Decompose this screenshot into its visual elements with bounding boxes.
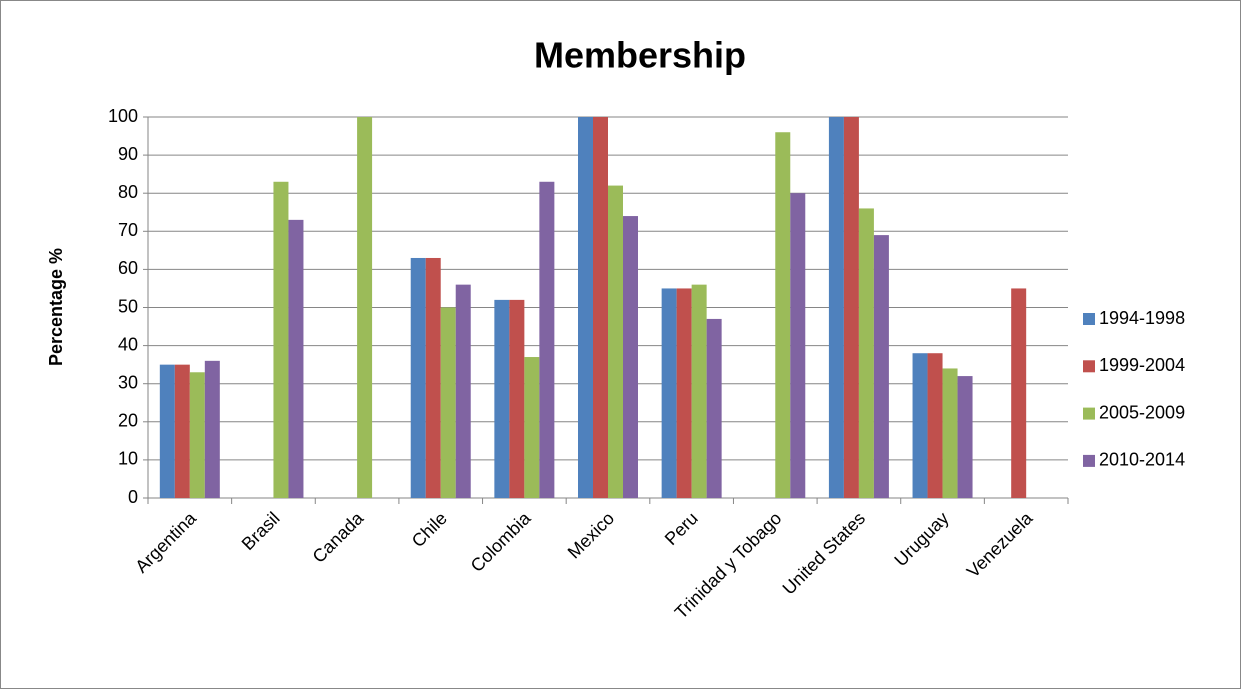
- bar: [410, 257, 426, 498]
- bar: [858, 208, 874, 498]
- bar: [455, 284, 471, 498]
- y-tick-label: 100: [108, 106, 138, 126]
- y-tick-label: 30: [118, 372, 138, 392]
- bar: [942, 368, 958, 498]
- legend-swatch: [1083, 360, 1095, 373]
- bar: [676, 288, 692, 498]
- y-tick-label: 20: [118, 411, 138, 431]
- bar: [578, 117, 593, 498]
- legend-label: 1994-1998: [1099, 308, 1185, 328]
- bar: [608, 185, 623, 498]
- y-axis-title: Percentage %: [46, 248, 66, 366]
- y-tick-label: 70: [118, 220, 138, 240]
- bar: [357, 117, 373, 498]
- bar: [159, 364, 175, 498]
- bar: [927, 353, 943, 498]
- bar: [593, 117, 608, 498]
- bar: [691, 284, 707, 498]
- bar: [828, 117, 844, 498]
- bar: [1011, 288, 1027, 498]
- bar: [843, 117, 859, 498]
- bar: [912, 353, 928, 498]
- y-tick-label: 80: [118, 182, 138, 202]
- legend-label: 2010-2014: [1099, 450, 1185, 470]
- legend-swatch: [1083, 454, 1095, 467]
- bar: [425, 257, 441, 498]
- chart-title: Membership: [534, 35, 746, 76]
- legend-label: 1999-2004: [1099, 355, 1185, 375]
- bar: [539, 181, 555, 498]
- legend-label: 2005-2009: [1099, 402, 1185, 422]
- y-tick-label: 50: [118, 296, 138, 316]
- bar: [706, 318, 722, 498]
- bar: [873, 235, 889, 499]
- bar: [288, 219, 304, 498]
- bar: [494, 299, 510, 498]
- bar: [189, 372, 205, 498]
- bar: [174, 364, 190, 498]
- bar: [623, 216, 638, 498]
- bar: [775, 132, 791, 499]
- legend-swatch: [1083, 407, 1095, 420]
- bar: [524, 357, 540, 498]
- y-tick-label: 40: [118, 334, 138, 354]
- bar: [273, 181, 289, 498]
- legend-swatch: [1083, 313, 1095, 325]
- bar: [509, 299, 525, 498]
- bar: [204, 360, 220, 498]
- bar: [957, 376, 973, 498]
- bar: [440, 307, 456, 498]
- y-tick-label: 90: [118, 144, 138, 164]
- y-tick-label: 10: [118, 449, 138, 469]
- y-tick-label: 60: [118, 258, 138, 278]
- bar: [661, 288, 677, 498]
- y-tick-label: 0: [128, 487, 138, 507]
- bar: [790, 193, 806, 498]
